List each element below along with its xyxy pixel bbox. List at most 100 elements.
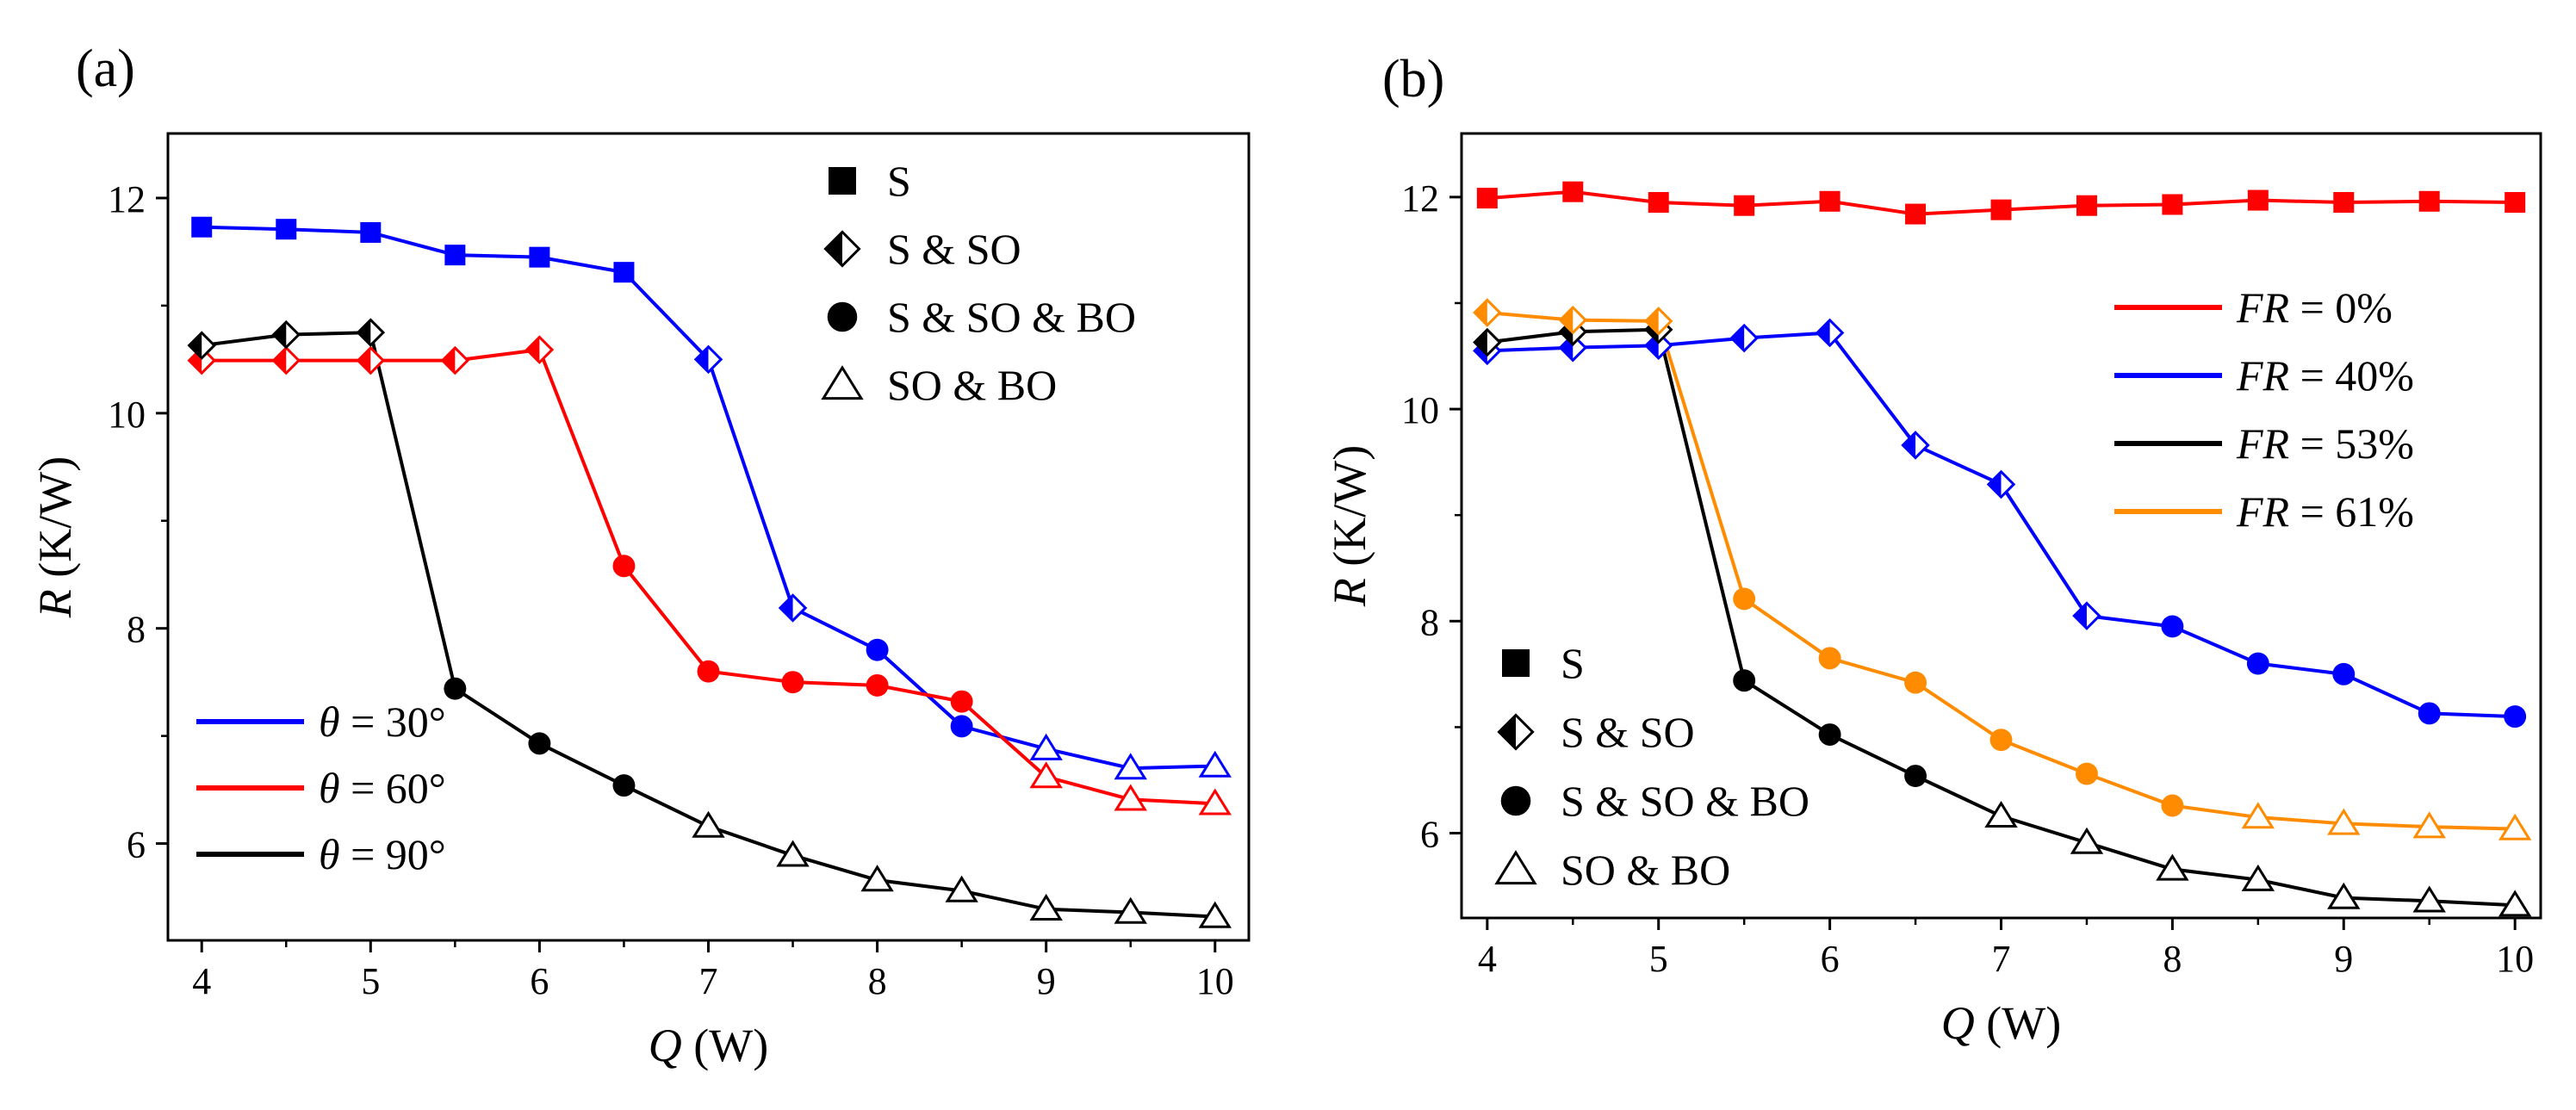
x-tick-label: 8 <box>2163 938 2182 980</box>
data-point-s1-8 <box>2161 615 2184 638</box>
data-point-s2-5 <box>1904 765 1927 787</box>
data-point-s1-3 <box>440 345 470 375</box>
data-point-s2-6 <box>1984 800 2018 828</box>
y-tick-label: 6 <box>127 824 146 866</box>
data-point-s2-10 <box>2327 882 2361 909</box>
legend-marker <box>1500 785 1531 816</box>
y-tick-label: 12 <box>1401 177 1439 220</box>
data-point-s1-9 <box>2246 652 2269 675</box>
data-point-s3-12 <box>2498 813 2532 840</box>
data-point-s1-7 <box>781 671 804 694</box>
x-axis-label: Q (W) <box>1941 997 2061 1049</box>
legend-marker <box>821 365 864 400</box>
legend-marker <box>827 301 858 332</box>
data-point-s2-12 <box>2498 890 2532 917</box>
data-point-s3-6 <box>1989 729 2013 752</box>
x-tick-label: 5 <box>361 960 380 1002</box>
data-point-s0-10 <box>2333 192 2355 214</box>
data-point-s0-4 <box>529 246 550 268</box>
data-point-s1-12 <box>2504 705 2527 729</box>
data-point-s1-1 <box>271 345 301 375</box>
data-point-s0-12 <box>2505 192 2526 214</box>
data-point-s0-10 <box>1029 733 1063 760</box>
data-point-s0-8 <box>866 638 889 661</box>
legend-marker-label: SO & BO <box>887 361 1057 409</box>
y-tick-label: 6 <box>1420 814 1439 856</box>
data-point-s2-8 <box>860 865 894 892</box>
x-tick-label: 10 <box>1196 960 1234 1002</box>
data-point-s0-8 <box>2162 194 2183 215</box>
legend-series-label: FR = 53% <box>2236 419 2414 468</box>
x-tick-label: 10 <box>2496 938 2534 980</box>
data-point-s1-7 <box>2072 601 2101 630</box>
data-point-s0-4 <box>1819 190 1840 212</box>
data-point-s2-9 <box>2241 864 2275 891</box>
data-point-s0-2 <box>360 221 382 243</box>
chart-panel-b: (b) 4 5 6 7 8 9 10 6 8 10 12 Q (W) R (K/W) S S & SO S & … <box>1324 50 2542 1049</box>
data-point-s2-1 <box>271 319 301 350</box>
x-tick-label: 9 <box>1037 960 1056 1002</box>
y-tick-label: 10 <box>108 394 146 436</box>
data-point-s3-9 <box>2241 802 2275 829</box>
data-point-s2-2 <box>356 318 386 347</box>
legend-marker-label: S <box>1561 639 1585 687</box>
data-point-s2-11 <box>1114 896 1147 924</box>
x-tick-label: 6 <box>1821 938 1840 980</box>
data-point-s1-6 <box>1986 469 2016 499</box>
data-point-s1-2 <box>356 345 386 375</box>
data-point-s0-2 <box>1648 192 1669 214</box>
data-point-s2-3 <box>444 677 467 700</box>
data-point-s2-12 <box>1198 901 1232 928</box>
legend-marker-label: S & SO & BO <box>887 293 1136 341</box>
data-point-s0-3 <box>444 245 466 266</box>
data-point-s2-8 <box>2156 853 2189 881</box>
data-point-s3-11 <box>2412 811 2446 839</box>
legend-marker-label: S & SO <box>887 225 1021 273</box>
data-point-s1-12 <box>1198 788 1232 815</box>
data-point-s0-7 <box>778 593 808 623</box>
x-axis-label: Q (W) <box>649 1020 768 1071</box>
data-point-s1-10 <box>2332 662 2356 685</box>
legend-marker <box>1502 649 1530 677</box>
legend-marker-label: S <box>887 157 911 205</box>
data-point-s1-5 <box>1901 431 1930 460</box>
data-point-s2-4 <box>528 732 551 755</box>
data-point-s2-0 <box>1473 327 1502 357</box>
data-point-s1-10 <box>1029 761 1063 789</box>
data-point-s3-2 <box>1643 307 1673 336</box>
data-point-s2-10 <box>1029 893 1063 921</box>
data-point-s3-10 <box>2327 808 2361 835</box>
data-point-s1-11 <box>2418 702 2441 725</box>
data-point-s1-6 <box>697 660 720 683</box>
legend-marker <box>823 230 861 268</box>
data-point-s0-3 <box>1734 195 1755 216</box>
data-point-s2-7 <box>776 840 810 867</box>
data-point-s3-3 <box>1733 587 1756 611</box>
x-tick-label: 8 <box>868 960 887 1002</box>
data-point-s0-9 <box>2247 189 2269 211</box>
data-point-s2-9 <box>945 875 978 902</box>
data-point-s3-5 <box>1904 671 1927 694</box>
data-point-s3-8 <box>2161 794 2184 817</box>
legend-series-label: FR = 40% <box>2236 351 2414 400</box>
legend-marker <box>1494 850 1537 885</box>
data-point-s2-0 <box>187 331 216 360</box>
data-point-s0-0 <box>191 216 213 238</box>
x-tick-label: 4 <box>1478 938 1497 980</box>
panel-label: (b) <box>1382 50 1444 109</box>
legend-marker-label: SO & BO <box>1561 846 1730 894</box>
legend-series-label: FR = 61% <box>2236 487 2414 536</box>
data-point-s0-1 <box>1562 181 1584 202</box>
legend-marker-label: S & SO & BO <box>1561 777 1809 825</box>
y-tick-label: 8 <box>1420 601 1439 643</box>
data-point-s0-5 <box>613 262 635 283</box>
data-point-s2-6 <box>692 810 725 838</box>
legend-series-label: θ = 90° <box>319 830 446 878</box>
data-point-s1-5 <box>612 555 636 578</box>
chart-panel-a: (a) 4 5 6 7 8 9 10 6 8 10 12 Q (W) R (K/W) S S & SO S & … <box>29 40 1251 1071</box>
y-tick-label: 10 <box>1401 389 1439 431</box>
data-point-s0-11 <box>2418 190 2440 212</box>
data-point-s1-4 <box>1815 318 1845 348</box>
data-point-s2-3 <box>1733 669 1756 692</box>
